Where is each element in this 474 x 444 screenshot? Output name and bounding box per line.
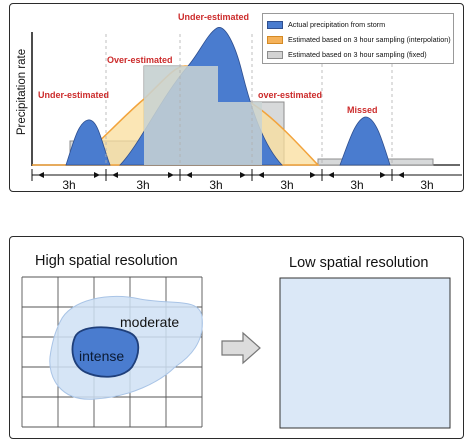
legend-label-actual: Actual precipitation from storm bbox=[288, 20, 386, 29]
annotation-under-estimated-left: Under-estimated bbox=[38, 90, 110, 100]
intense-label: intense bbox=[79, 348, 125, 364]
legend-label-fixed: Estimated based on 3 hour sampling (fixe… bbox=[288, 50, 427, 59]
legend-item-fixed: Estimated based on 3 hour sampling (fixe… bbox=[267, 47, 449, 62]
temporal-sampling-diagram bbox=[31, 27, 462, 181]
interval-label-1: 3h bbox=[62, 178, 76, 192]
legend-label-interpolation: Estimated based on 3 hour sampling (inte… bbox=[288, 35, 451, 44]
intense-region bbox=[71, 326, 140, 378]
interval-label-6: 3h bbox=[420, 178, 434, 192]
high-resolution-title: High spatial resolution bbox=[35, 253, 178, 269]
legend-swatch-fixed bbox=[267, 50, 283, 59]
interval-label-2: 3h bbox=[136, 178, 150, 192]
low-resolution-cell bbox=[279, 277, 451, 429]
legend-swatch-interpolation bbox=[267, 35, 283, 44]
interval-label-3: 3h bbox=[209, 178, 223, 192]
actual-peak-left bbox=[65, 119, 111, 166]
fixed-sampling-overlay bbox=[144, 66, 262, 165]
annotation-under-estimated-peak: Under-estimated bbox=[178, 12, 250, 22]
annotation-missed: Missed bbox=[347, 105, 378, 115]
resolution-arrow bbox=[221, 331, 261, 365]
low-resolution-title: Low spatial resolution bbox=[289, 255, 429, 271]
temporal-sampling-panel: Precipitation rate bbox=[9, 3, 464, 192]
sampling-gridlines bbox=[105, 34, 393, 164]
moderate-label: moderate bbox=[120, 314, 180, 330]
spatial-resolution-diagram bbox=[21, 276, 451, 429]
annotation-over-estimated: Over-estimated bbox=[107, 55, 173, 65]
interval-ticks bbox=[31, 169, 393, 181]
interval-label-4: 3h bbox=[280, 178, 294, 192]
actual-peak-right bbox=[339, 116, 391, 166]
legend-item-actual: Actual precipitation from storm bbox=[267, 17, 449, 32]
spatial-resolution-panel: High spatial resolution Low spatial reso… bbox=[9, 236, 464, 439]
annotation-over-estimated-right: over-estimated bbox=[258, 90, 323, 100]
interval-arrows bbox=[38, 172, 404, 178]
interval-label-5: 3h bbox=[350, 178, 364, 192]
legend-swatch-actual bbox=[267, 20, 283, 29]
legend-item-interpolation: Estimated based on 3 hour sampling (inte… bbox=[267, 32, 451, 47]
legend: Actual precipitation from storm Estimate… bbox=[262, 13, 454, 64]
